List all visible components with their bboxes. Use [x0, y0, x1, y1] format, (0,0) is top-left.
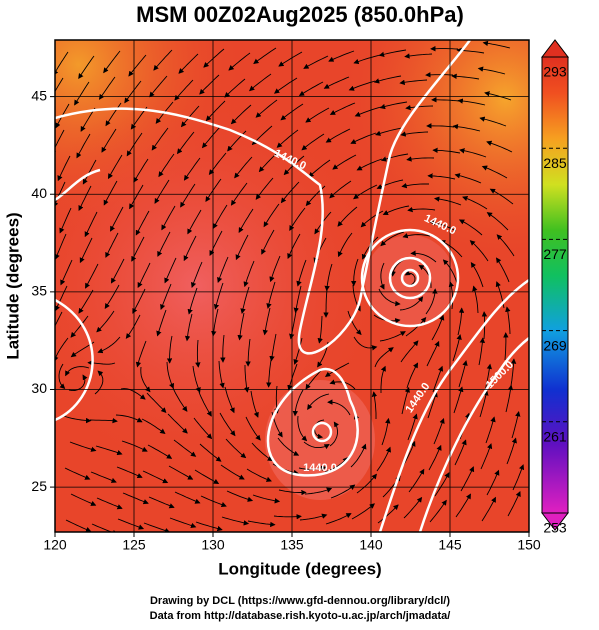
title: MSM 00Z02Aug2025 (850.0hPa) — [136, 2, 464, 27]
colorbar-tick-label: 269 — [543, 337, 567, 353]
y-tick-label: 40 — [31, 185, 47, 201]
x-tick-label: 150 — [517, 537, 541, 553]
credit: Drawing by DCL (https://www.gfd-dennou.o… — [150, 595, 450, 607]
colorbar-tick-label: 285 — [543, 155, 567, 171]
colorbar-extend — [542, 40, 568, 57]
y-tick-label: 35 — [31, 283, 47, 299]
x-tick-label: 120 — [43, 537, 67, 553]
colorbar-tick-label: 293 — [543, 64, 567, 80]
x-tick-label: 125 — [122, 537, 146, 553]
y-tick-label: 25 — [31, 478, 47, 494]
y-tick-label: 30 — [31, 380, 47, 396]
y-axis-label: Latitude (degrees) — [3, 212, 22, 359]
colorbar — [542, 40, 568, 530]
x-tick-label: 145 — [438, 537, 462, 553]
colorbar-tick-label: 253 — [543, 520, 567, 536]
x-tick-label: 140 — [359, 537, 383, 553]
colorbar-tick-label: 277 — [543, 246, 567, 262]
x-tick-label: 130 — [201, 537, 225, 553]
y-tick-label: 45 — [31, 87, 47, 103]
colorbar-tick-label: 261 — [543, 429, 567, 445]
field: 1440.0 1440.0 1440.0 1440.0 1500.0 — [49, 40, 529, 534]
colorbar-scale — [542, 57, 568, 513]
x-axis-label: Longitude (degrees) — [218, 559, 381, 578]
contour-label: 1440.0 — [303, 462, 337, 474]
credit: Data from http://database.rish.kyoto-u.a… — [150, 610, 451, 622]
x-tick-label: 135 — [280, 537, 304, 553]
cool-area — [365, 235, 455, 325]
